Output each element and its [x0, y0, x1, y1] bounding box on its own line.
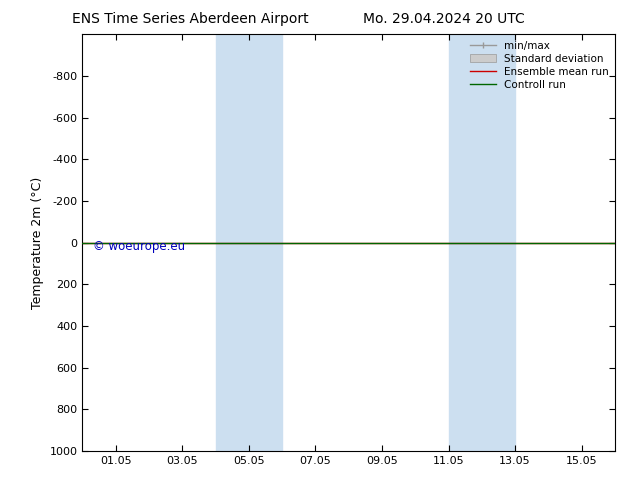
Text: Mo. 29.04.2024 20 UTC: Mo. 29.04.2024 20 UTC [363, 12, 525, 26]
Bar [449, 34, 515, 451]
Text: ENS Time Series Aberdeen Airport: ENS Time Series Aberdeen Airport [72, 12, 309, 26]
Bar [216, 34, 282, 451]
Legend: min/max, Standard deviation, Ensemble mean run, Controll run: min/max, Standard deviation, Ensemble me… [465, 36, 613, 94]
Text: © woeurope.eu: © woeurope.eu [93, 241, 185, 253]
Y-axis label: Temperature 2m (°C): Temperature 2m (°C) [31, 176, 44, 309]
